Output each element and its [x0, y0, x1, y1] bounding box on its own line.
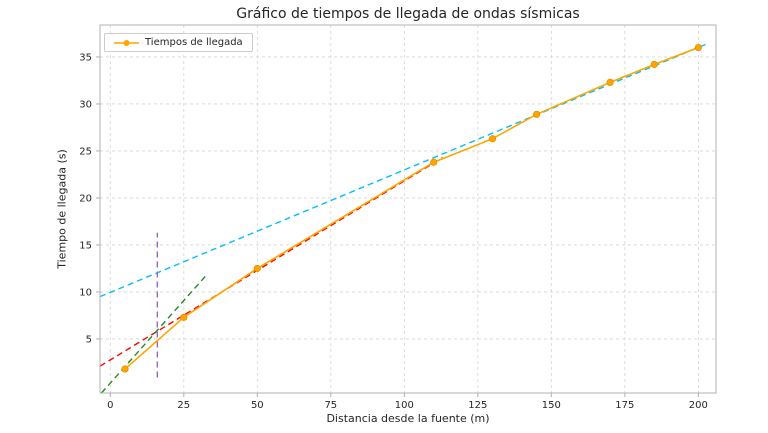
data-point	[488, 135, 497, 143]
x-tick-label: 0	[107, 400, 113, 411]
data-point	[253, 264, 261, 273]
y-axis-label: Tiempo de llegada (s)	[55, 149, 69, 269]
data-point	[430, 158, 438, 166]
series-line	[124, 46, 699, 370]
plot-border	[99, 24, 717, 394]
linear-fit-red	[99, 156, 443, 367]
y-tick-label: 10	[79, 287, 92, 298]
x-tick-label: 25	[177, 400, 190, 411]
x-axis-label: Distancia desde la fuente (m)	[326, 412, 490, 425]
x-tick-label: 75	[324, 400, 337, 411]
y-tick-label: 30	[79, 99, 92, 110]
x-tick-label: 100	[395, 400, 414, 411]
y-tick-label: 20	[79, 193, 92, 204]
x-tick-label: 150	[542, 400, 561, 411]
y-tick-label: 25	[79, 146, 92, 157]
y-tick-label: 15	[79, 240, 92, 251]
data-point	[650, 60, 658, 69]
chart-title: Gráfico de tiempos de llegada de ondas s…	[236, 6, 580, 22]
data-point	[694, 43, 702, 52]
y-tick-label: 5	[86, 334, 92, 345]
x-tick-label: 125	[468, 400, 487, 411]
x-tick-label: 50	[251, 400, 264, 411]
linear-fit-green	[100, 273, 208, 394]
legend-label: Tiempos de llegada	[145, 37, 243, 48]
legend-dot-icon	[123, 39, 130, 46]
data-point	[180, 313, 188, 321]
x-tick-label: 175	[615, 400, 634, 411]
data-point	[533, 110, 541, 118]
legend: Tiempos de llegada	[104, 33, 253, 52]
linear-fit-cyan	[99, 43, 708, 298]
data-point	[606, 78, 614, 86]
legend-marker-icon	[114, 39, 139, 46]
y-tick-label: 35	[79, 52, 92, 63]
x-tick-label: 200	[689, 400, 708, 411]
data-point	[121, 365, 129, 373]
